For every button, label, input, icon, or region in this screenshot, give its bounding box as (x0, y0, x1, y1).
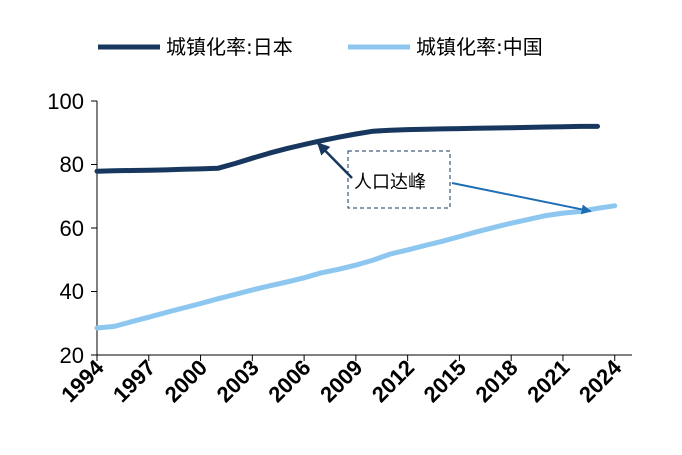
y-tick-label: 40 (60, 279, 84, 304)
x-tick-label: 2006 (263, 355, 315, 407)
series-line-japan (94, 123, 600, 174)
x-tick-label: 2021 (522, 355, 574, 407)
x-tick-label: 2003 (212, 355, 264, 407)
annotation-label: 人口达峰 (354, 172, 426, 193)
legend-label-japan: 城镇化率:日本 (166, 35, 293, 59)
annotation: 人口达峰 (317, 142, 592, 215)
x-ticks: 1994 1997 2000 2003 2006 2009 2012 2015 2018 2021… (56, 354, 627, 407)
series-line-china (94, 203, 618, 331)
y-tick-label: 60 (60, 216, 84, 241)
legend-item-japan: 城镇化率:日本 (98, 35, 293, 59)
x-tick-label: 2015 (419, 355, 471, 407)
legend: 城镇化率:日本 城镇化率:中国 (98, 35, 543, 59)
y-tick-label: 100 (47, 89, 84, 114)
legend-label-china: 城镇化率:中国 (416, 35, 543, 59)
x-tick-label: 2018 (470, 355, 522, 407)
x-tick-label: 1997 (108, 355, 160, 407)
y-tick-label: 80 (60, 152, 84, 177)
y-ticks: 20 40 60 80 100 (47, 89, 97, 368)
x-tick-label: 2009 (315, 355, 367, 407)
x-tick-label: 2012 (367, 355, 419, 407)
annotation-arrow-japan (317, 142, 353, 179)
annotation-arrow-china (451, 182, 592, 215)
y-tick-label: 20 (60, 343, 84, 368)
x-tick-label: 2024 (574, 354, 627, 407)
x-tick-label: 2000 (160, 355, 212, 407)
series-lines (94, 123, 618, 331)
legend-item-china: 城镇化率:中国 (348, 35, 543, 59)
annotation-box (347, 150, 451, 209)
